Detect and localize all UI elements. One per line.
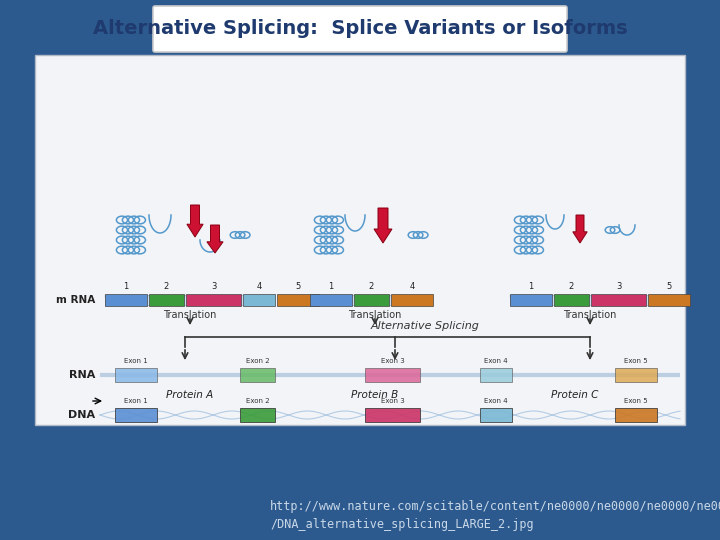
Bar [365,408,420,422]
Text: Exon 5: Exon 5 [624,398,648,404]
Bar [105,294,147,306]
Text: Alternative Splicing: Alternative Splicing [371,321,480,331]
Bar [354,294,389,306]
Text: 3: 3 [616,282,621,291]
Text: 1: 1 [328,282,333,291]
Bar [554,294,589,306]
Polygon shape [573,215,588,243]
Bar [591,294,646,306]
Bar [186,294,241,306]
Polygon shape [187,205,203,237]
Bar [510,295,655,305]
Text: m RNA: m RNA [55,295,95,305]
Text: http://www.nature.com/scitable/content/ne0000/ne0000/ne0000/ne0000/95777
/DNA_al: http://www.nature.com/scitable/content/n… [270,500,720,531]
Bar [310,294,352,306]
Bar [480,368,512,382]
Text: 2: 2 [164,282,169,291]
Bar [149,294,184,306]
Text: Protein A: Protein A [166,390,214,400]
Text: Exon 1: Exon 1 [124,358,148,364]
Bar [240,368,275,382]
Polygon shape [207,225,223,253]
Text: 2: 2 [569,282,574,291]
Text: Alternative Splicing:  Splice Variants or Isoforms: Alternative Splicing: Splice Variants or… [93,19,627,38]
Text: Protein B: Protein B [351,390,399,400]
Bar [115,408,157,422]
Bar [391,294,433,306]
Bar [310,295,425,305]
Text: Protein C: Protein C [552,390,599,400]
Bar [615,368,657,382]
Bar [277,294,319,306]
Bar [648,294,690,306]
Text: Exon 3: Exon 3 [381,358,405,364]
Text: RNA: RNA [68,370,95,380]
Bar [365,368,420,382]
Text: 5: 5 [295,282,301,291]
Text: 4: 4 [256,282,261,291]
Polygon shape [374,208,392,243]
Bar [115,368,157,382]
Bar [510,294,552,306]
Text: Exon 4: Exon 4 [484,398,508,404]
Text: 5: 5 [667,282,672,291]
FancyBboxPatch shape [35,55,685,425]
FancyBboxPatch shape [153,6,567,52]
Text: Exon 1: Exon 1 [124,398,148,404]
Text: 2: 2 [369,282,374,291]
Text: Translation: Translation [163,310,217,320]
Bar [243,294,275,306]
Bar [105,295,260,305]
Text: Exon 4: Exon 4 [484,358,508,364]
Text: 1: 1 [528,282,534,291]
Text: Translation: Translation [348,310,402,320]
Text: 4: 4 [410,282,415,291]
Text: Exon 2: Exon 2 [246,358,269,364]
Text: Translation: Translation [563,310,617,320]
Text: Exon 5: Exon 5 [624,358,648,364]
Bar [480,408,512,422]
Text: Exon 2: Exon 2 [246,398,269,404]
Bar [615,408,657,422]
Text: DNA: DNA [68,410,95,420]
Text: 1: 1 [123,282,129,291]
Text: 3: 3 [211,282,216,291]
Bar [240,408,275,422]
Text: Exon 3: Exon 3 [381,398,405,404]
